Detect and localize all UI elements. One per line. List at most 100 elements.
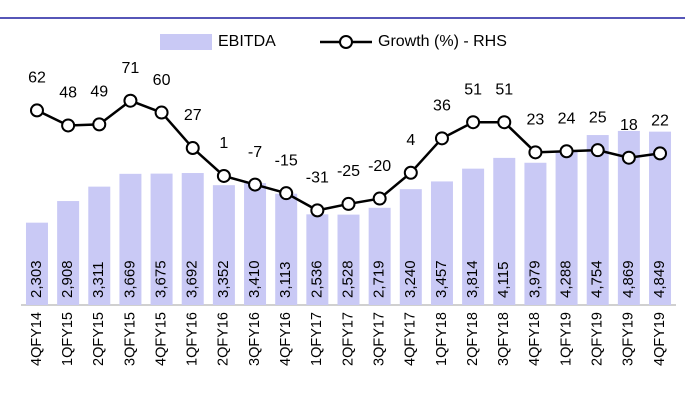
- line-value-label: 1: [219, 135, 228, 152]
- bar-value-label: 3,113: [277, 262, 294, 298]
- x-tick-label: 4QFY14: [29, 312, 45, 366]
- line-value-label: 22: [651, 113, 669, 130]
- bar: [430, 181, 453, 305]
- x-tick-label: 4QFY18: [527, 312, 543, 366]
- line-marker: [61, 118, 76, 133]
- line-marker: [590, 143, 605, 158]
- bar-value-label: 3,669: [121, 260, 138, 298]
- bar-value-label: 3,675: [153, 260, 170, 298]
- bar-value-label: 3,410: [246, 260, 263, 298]
- bar-value-label: 3,979: [526, 260, 543, 298]
- bar-value-label: 3,240: [402, 260, 419, 298]
- x-tick-label: 1QFY17: [309, 312, 325, 366]
- legend-label: EBITDA: [218, 33, 276, 50]
- x-tick-label: 2QFY15: [91, 312, 107, 366]
- line-marker: [497, 115, 512, 130]
- line-marker: [466, 115, 481, 130]
- x-tick-label: 1QFY15: [60, 312, 76, 366]
- line-value-label: 27: [184, 107, 202, 124]
- x-tick-label: 2QFY17: [340, 312, 356, 366]
- bar: [493, 157, 516, 305]
- line-value-label: -25: [337, 163, 360, 180]
- line-marker: [248, 177, 263, 192]
- bar: [586, 135, 609, 305]
- line-value-label: 51: [495, 81, 513, 98]
- line-marker: [185, 141, 200, 156]
- line-value-label: -31: [306, 170, 329, 187]
- bar: [212, 185, 235, 305]
- line-value-label: 62: [28, 70, 46, 87]
- bar-value-label: 3,311: [90, 262, 107, 298]
- line-value-label: 49: [90, 84, 108, 101]
- bar: [649, 131, 672, 305]
- line-marker: [559, 144, 574, 159]
- bar-value-label: 4,869: [620, 260, 637, 298]
- line-value-label: 48: [59, 85, 77, 102]
- line-marker: [92, 117, 107, 132]
- bar-value-label: 4,754: [589, 260, 606, 298]
- bar: [306, 214, 329, 305]
- line-marker: [154, 105, 169, 120]
- x-tick-label: 2QFY19: [590, 312, 606, 366]
- line-value-label: 36: [433, 98, 451, 115]
- x-tick-label: 4QFY16: [278, 312, 294, 366]
- bar-value-label: 3,352: [215, 260, 232, 298]
- line-marker: [123, 93, 138, 108]
- legend-marker: [339, 35, 353, 49]
- x-tick-label: 3QFY15: [122, 312, 138, 366]
- line-value-label: 18: [620, 117, 638, 134]
- line-marker: [434, 131, 449, 146]
- bar: [244, 183, 267, 305]
- x-tick-label: 1QFY16: [185, 312, 201, 366]
- bar: [368, 207, 391, 305]
- line-value-label: -20: [368, 158, 391, 175]
- bar-value-label: 4,115: [495, 262, 512, 298]
- bar: [555, 151, 578, 305]
- line-value-label: 25: [589, 109, 607, 126]
- line-value-label: 23: [527, 112, 545, 129]
- x-tick-label: 3QFY18: [496, 312, 512, 366]
- x-tick-label: 2QFY18: [465, 312, 481, 366]
- bar: [150, 173, 173, 305]
- bar-value-label: 2,908: [59, 260, 76, 298]
- bar: [462, 168, 485, 305]
- bar: [119, 173, 142, 305]
- line-value-label: -7: [248, 144, 262, 161]
- line-value-label: 60: [153, 72, 171, 89]
- bar: [399, 189, 422, 305]
- line-value-label: 24: [558, 110, 576, 127]
- bar: [524, 162, 547, 305]
- bar-value-label: 3,457: [433, 260, 450, 298]
- bar: [275, 193, 298, 305]
- x-tick-label: 4QFY15: [153, 312, 169, 366]
- bar-value-label: 2,303: [28, 260, 45, 298]
- x-tick-label: 3QFY17: [371, 312, 387, 366]
- line-value-label: 4: [406, 132, 415, 149]
- line-marker: [29, 103, 44, 118]
- line-marker: [653, 146, 668, 161]
- line-marker: [216, 168, 231, 183]
- line-value-label: 51: [464, 81, 482, 98]
- bar: [181, 173, 204, 305]
- bar-value-label: 3,692: [184, 260, 201, 298]
- bar-value-label: 2,536: [308, 260, 325, 298]
- bar-value-label: 4,288: [558, 260, 575, 298]
- line-marker: [403, 165, 418, 180]
- x-tick-label: 4QFY19: [652, 312, 668, 366]
- line-marker: [372, 191, 387, 206]
- x-tick-label: 3QFY16: [247, 312, 263, 366]
- line-value-label: 71: [122, 60, 140, 77]
- legend-label: Growth (%) - RHS: [378, 33, 507, 50]
- line-marker: [341, 196, 356, 211]
- bar: [57, 201, 80, 305]
- legend-swatch: [160, 34, 212, 50]
- bar: [25, 222, 48, 305]
- x-tick-label: 2QFY16: [216, 312, 232, 366]
- x-tick-label: 4QFY17: [403, 312, 419, 366]
- bar-value-label: 2,528: [339, 260, 356, 298]
- line-marker: [279, 186, 294, 201]
- bar: [337, 214, 360, 305]
- bar-value-label: 3,814: [464, 260, 481, 298]
- bar: [88, 186, 111, 305]
